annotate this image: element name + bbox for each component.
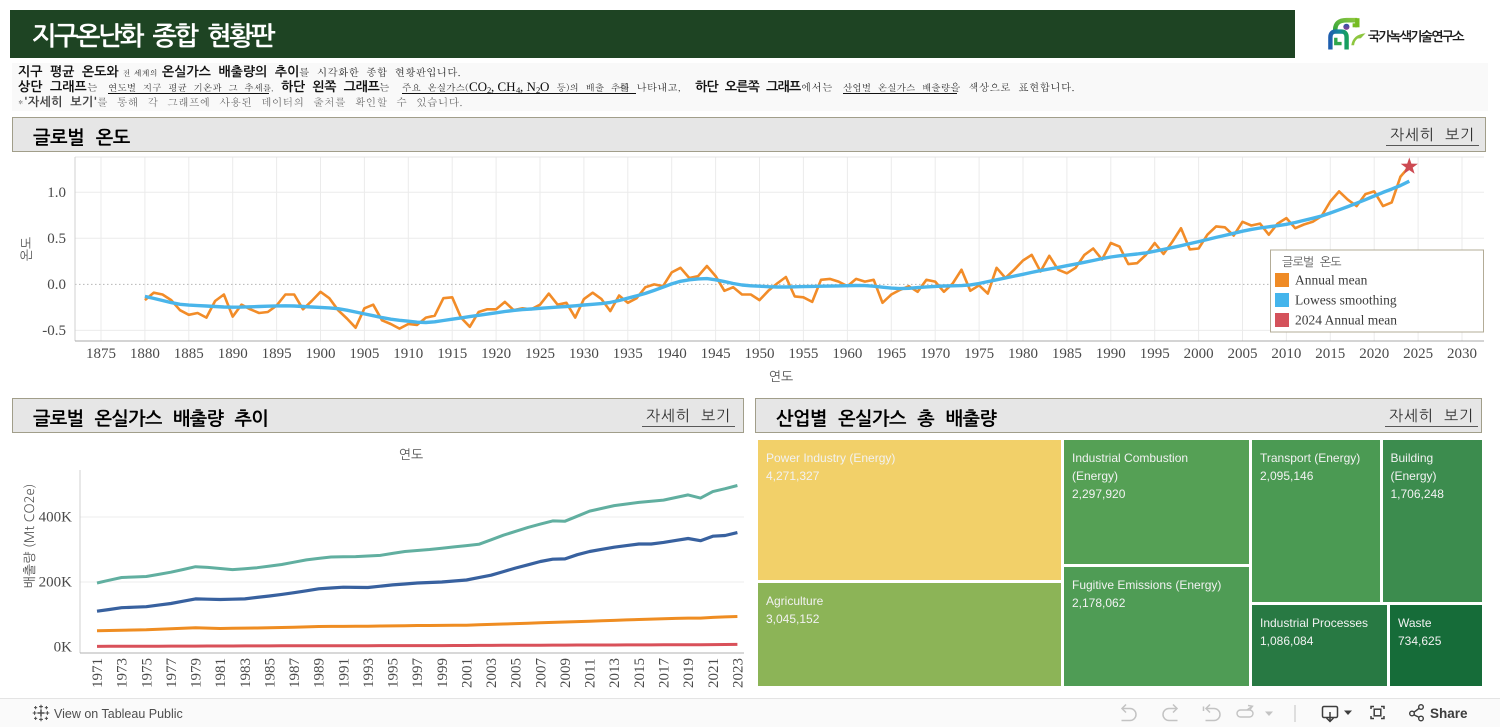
svg-text:1980: 1980 [1008,346,1038,362]
svg-text:0K: 0K [54,640,73,656]
svg-text:1970: 1970 [920,346,950,362]
svg-text:1940: 1940 [657,346,687,362]
svg-text:1985: 1985 [1052,346,1082,362]
svg-text:1945: 1945 [701,346,731,362]
svg-text:1920: 1920 [481,346,511,362]
svg-text:1910: 1910 [393,346,423,362]
svg-text:2001: 2001 [460,658,476,688]
svg-text:2009: 2009 [558,658,574,688]
svg-text:1875: 1875 [86,346,116,362]
svg-text:1.0: 1.0 [47,185,66,201]
svg-text:1983: 1983 [238,658,254,688]
svg-text:1995: 1995 [1140,346,1170,362]
svg-text:1999: 1999 [435,658,451,688]
svg-text:1960: 1960 [832,346,862,362]
svg-text:1925: 1925 [525,346,555,362]
svg-text:2025: 2025 [1403,346,1433,362]
svg-text:1985: 1985 [262,658,278,688]
svg-text:2000: 2000 [1184,346,1214,362]
svg-text:200K: 200K [39,575,73,591]
svg-text:1989: 1989 [312,658,328,688]
svg-text:1915: 1915 [437,346,467,362]
svg-text:2011: 2011 [583,659,599,688]
svg-text:1880: 1880 [130,346,160,362]
svg-text:1979: 1979 [189,658,205,688]
svg-text:400K: 400K [39,510,73,526]
svg-text:1905: 1905 [349,346,379,362]
svg-text:2010: 2010 [1271,346,1301,362]
svg-text:2030: 2030 [1447,346,1477,362]
svg-text:1981: 1981 [213,658,229,688]
svg-text:Share: Share [1430,706,1468,721]
svg-text:1955: 1955 [788,346,818,362]
svg-text:-0.5: -0.5 [42,323,66,339]
svg-text:2023: 2023 [730,658,744,688]
svg-text:1971: 1971 [90,658,106,688]
svg-text:2021: 2021 [706,658,722,688]
svg-text:1991: 1991 [336,658,352,688]
svg-text:Lowess smoothing: Lowess smoothing [1295,293,1397,308]
svg-text:1895: 1895 [262,346,292,362]
svg-text:1975: 1975 [964,346,994,362]
svg-text:2017: 2017 [657,658,673,689]
svg-text:2020: 2020 [1359,346,1389,362]
svg-text:1987: 1987 [287,658,303,689]
svg-text:2019: 2019 [681,658,697,688]
svg-text:2003: 2003 [484,658,500,688]
svg-text:1973: 1973 [115,658,131,688]
svg-text:1997: 1997 [410,658,426,689]
svg-text:1890: 1890 [218,346,248,362]
svg-text:1977: 1977 [164,658,180,689]
svg-text:2005: 2005 [509,658,525,688]
svg-text:2015: 2015 [632,658,648,688]
svg-text:2015: 2015 [1315,346,1345,362]
svg-text:1993: 1993 [361,658,377,688]
svg-text:2013: 2013 [607,658,623,688]
svg-text:1990: 1990 [1096,346,1126,362]
svg-text:2024 Annual mean: 2024 Annual mean [1295,313,1397,328]
svg-text:1950: 1950 [745,346,775,362]
svg-text:0.5: 0.5 [47,231,66,247]
svg-text:1885: 1885 [174,346,204,362]
svg-text:0.0: 0.0 [47,277,66,293]
svg-text:1965: 1965 [876,346,906,362]
svg-text:1995: 1995 [386,658,402,688]
svg-text:2005: 2005 [1228,346,1258,362]
svg-text:Annual mean: Annual mean [1295,273,1368,288]
svg-text:2007: 2007 [533,658,549,689]
svg-text:1975: 1975 [139,658,155,688]
svg-text:1935: 1935 [613,346,643,362]
svg-text:1930: 1930 [569,346,599,362]
svg-text:1900: 1900 [306,346,336,362]
